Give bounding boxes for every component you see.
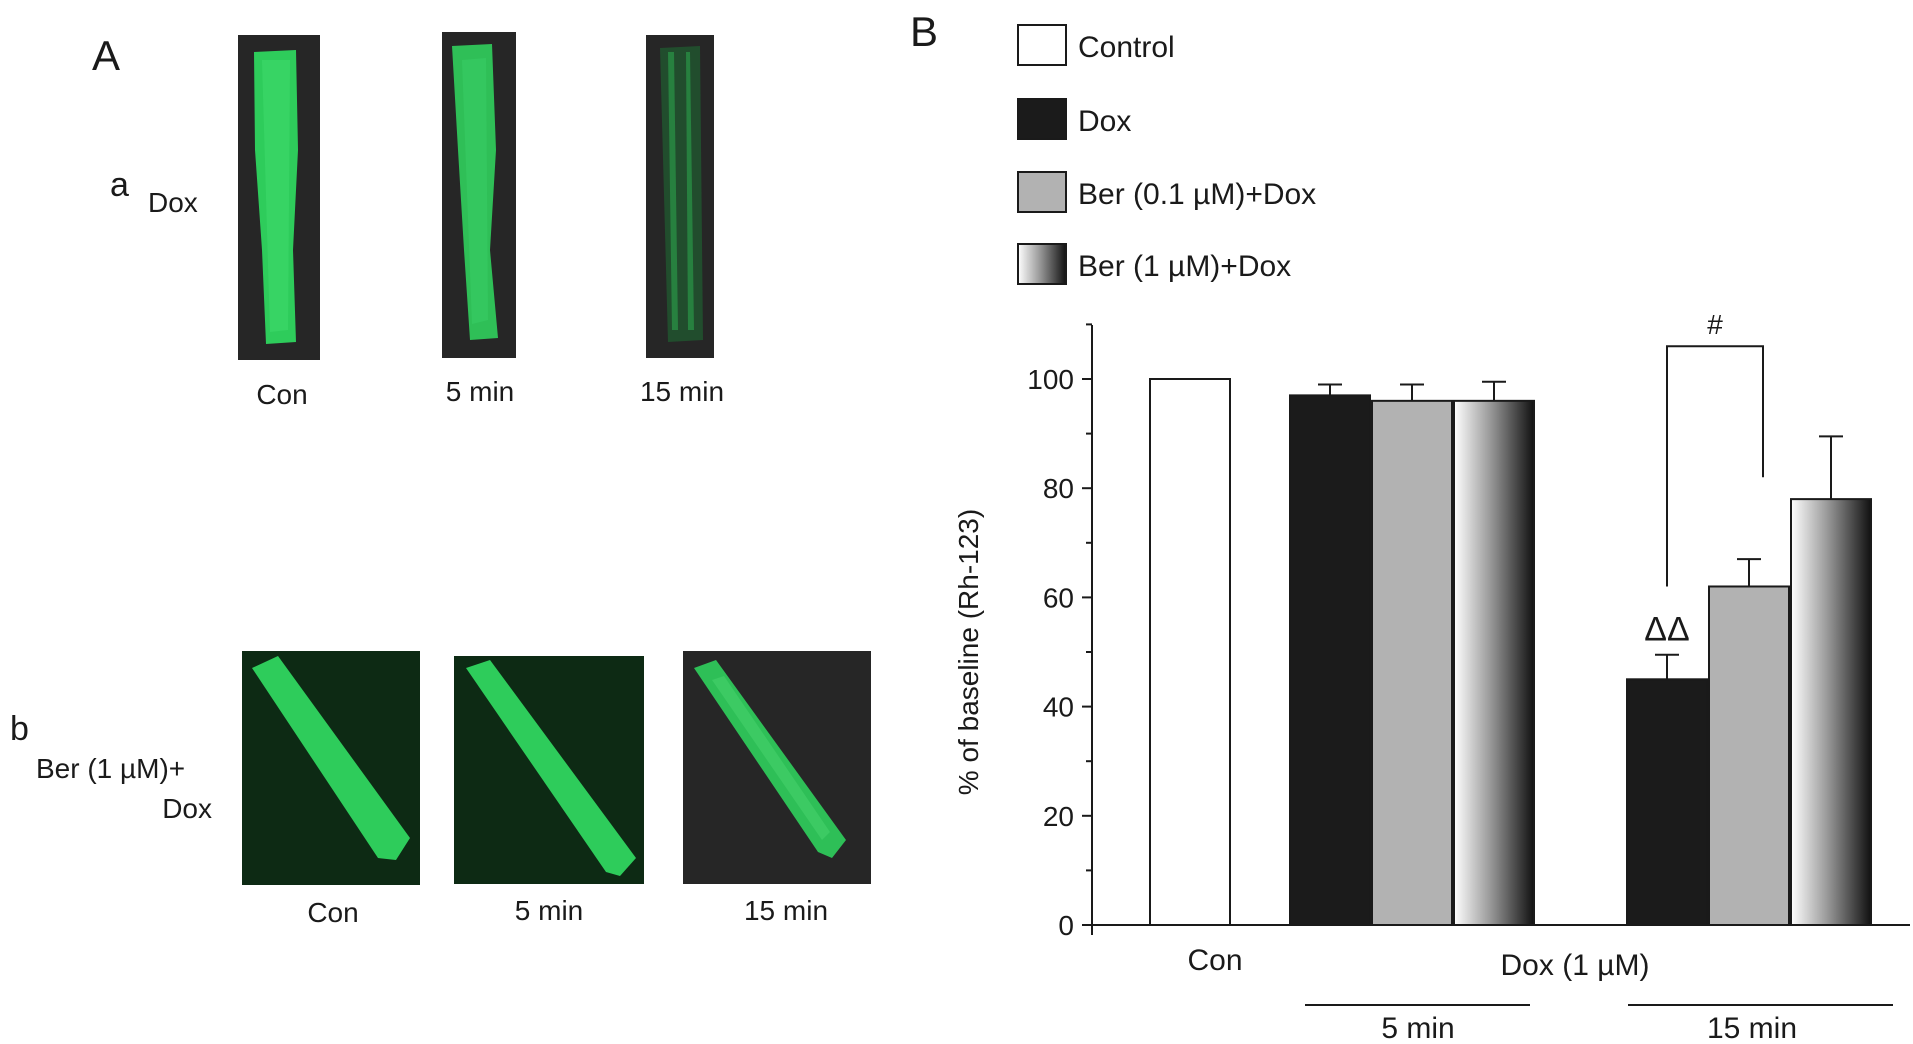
x-label-con: Con [1187, 944, 1242, 977]
row-b-letter: b [10, 710, 29, 748]
comparison-bracket [1666, 345, 1764, 587]
significance-marker: ΔΔ [1644, 611, 1689, 649]
legend-label: Control [1078, 31, 1175, 64]
y-tick-label: 40 [1043, 692, 1074, 723]
row-a-caption-con: Con [256, 379, 307, 410]
micrograph-b-5min [454, 656, 644, 884]
row-a-letter: a [110, 166, 129, 204]
bar [1790, 498, 1872, 926]
panel-a: A a Dox Con 5 min 15 min b Ber (1 µM)+ D… [10, 32, 871, 928]
row-a-caption-15min: 15 min [640, 376, 724, 407]
bar [1453, 399, 1535, 926]
bar [1371, 399, 1453, 926]
bar [1708, 585, 1790, 926]
x-label-5min: 5 min [1381, 1012, 1454, 1044]
bracket-label: # [1707, 309, 1723, 340]
micrograph-b-con [242, 651, 420, 885]
chart-bars [1149, 378, 1872, 926]
row-b-name-line1: Ber (1 µM)+ [36, 753, 185, 784]
row-a-caption-5min: 5 min [446, 376, 514, 407]
panel-a-label: A [92, 32, 120, 79]
bar [1289, 394, 1371, 926]
micrograph-a-15min [646, 35, 714, 358]
micrograph-b-15min [683, 651, 871, 884]
legend-label: Ber (1 µM)+Dox [1078, 250, 1291, 283]
row-b-caption-con: Con [307, 897, 358, 928]
legend-label: Ber (0.1 µM)+Dox [1078, 178, 1316, 211]
bar [1149, 378, 1231, 926]
y-axis-label: % of baseline (Rh-123) [953, 509, 984, 795]
chart-annotations: ΔΔ # Con Dox (1 µM) 5 min 15 min [1187, 309, 1893, 1044]
legend-swatch [1017, 243, 1067, 285]
row-b-caption-5min: 5 min [515, 895, 583, 926]
y-tick-label: 0 [1058, 910, 1074, 941]
panel-b-label: B [910, 8, 938, 55]
legend-swatch [1017, 171, 1067, 213]
micrograph-a-5min [442, 32, 516, 358]
y-tick-label: 60 [1043, 582, 1074, 613]
row-a-name: Dox [148, 187, 198, 218]
legend-swatch [1017, 24, 1067, 66]
y-tick-label: 80 [1043, 473, 1074, 504]
x-label-dox-group: Dox (1 µM) [1501, 949, 1650, 982]
y-tick-label: 20 [1043, 801, 1074, 832]
chart-axes: 0 20 40 60 80 100 % of baseline (Rh-123) [953, 323, 1910, 941]
row-b-name-line2: Dox [162, 793, 212, 824]
micrograph-a-con [238, 35, 320, 360]
legend-label: Dox [1078, 105, 1131, 138]
chart-legend: Control Dox Ber (0.1 µM)+Dox Ber (1 µM)+Dox [1017, 24, 1316, 285]
y-tick-label: 100 [1027, 364, 1074, 395]
legend-swatch [1017, 98, 1067, 140]
row-b-caption-15min: 15 min [744, 895, 828, 926]
panel-b: B Control Dox Ber (0.1 µM)+Dox Ber (1 µM)+D… [910, 8, 1910, 1044]
x-label-15min: 15 min [1707, 1012, 1797, 1044]
bar [1626, 678, 1708, 926]
